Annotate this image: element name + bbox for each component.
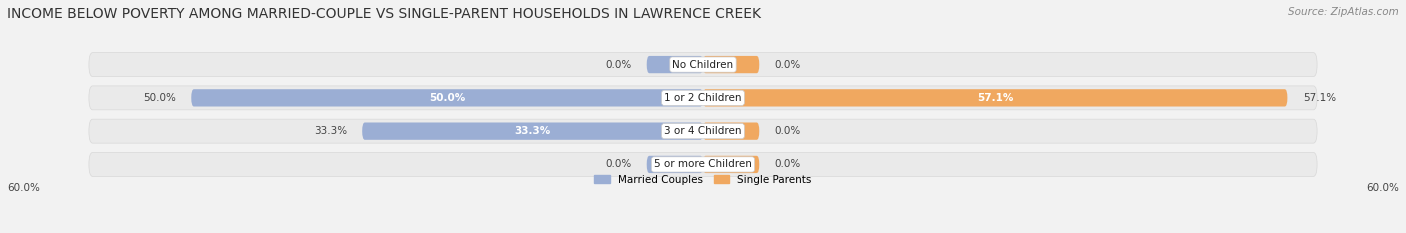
- Text: Source: ZipAtlas.com: Source: ZipAtlas.com: [1288, 7, 1399, 17]
- Text: No Children: No Children: [672, 60, 734, 70]
- FancyBboxPatch shape: [647, 156, 703, 173]
- Text: 60.0%: 60.0%: [7, 183, 39, 193]
- Legend: Married Couples, Single Parents: Married Couples, Single Parents: [591, 171, 815, 189]
- Text: 57.1%: 57.1%: [1303, 93, 1336, 103]
- Text: 33.3%: 33.3%: [515, 126, 551, 136]
- Text: 33.3%: 33.3%: [314, 126, 347, 136]
- Text: INCOME BELOW POVERTY AMONG MARRIED-COUPLE VS SINGLE-PARENT HOUSEHOLDS IN LAWRENC: INCOME BELOW POVERTY AMONG MARRIED-COUPL…: [7, 7, 761, 21]
- Text: 0.0%: 0.0%: [605, 159, 631, 169]
- Text: 0.0%: 0.0%: [605, 60, 631, 70]
- Text: 50.0%: 50.0%: [143, 93, 176, 103]
- Text: 1 or 2 Children: 1 or 2 Children: [664, 93, 742, 103]
- FancyBboxPatch shape: [89, 86, 1317, 110]
- Text: 57.1%: 57.1%: [977, 93, 1014, 103]
- Text: 3 or 4 Children: 3 or 4 Children: [664, 126, 742, 136]
- FancyBboxPatch shape: [703, 89, 1288, 106]
- Text: 50.0%: 50.0%: [429, 93, 465, 103]
- FancyBboxPatch shape: [89, 119, 1317, 143]
- FancyBboxPatch shape: [647, 56, 703, 73]
- FancyBboxPatch shape: [703, 156, 759, 173]
- FancyBboxPatch shape: [703, 123, 759, 140]
- FancyBboxPatch shape: [703, 56, 759, 73]
- Text: 0.0%: 0.0%: [775, 126, 801, 136]
- FancyBboxPatch shape: [89, 53, 1317, 77]
- FancyBboxPatch shape: [89, 152, 1317, 176]
- Text: 5 or more Children: 5 or more Children: [654, 159, 752, 169]
- FancyBboxPatch shape: [191, 89, 703, 106]
- FancyBboxPatch shape: [363, 123, 703, 140]
- Text: 60.0%: 60.0%: [1367, 183, 1399, 193]
- Text: 0.0%: 0.0%: [775, 159, 801, 169]
- Text: 0.0%: 0.0%: [775, 60, 801, 70]
